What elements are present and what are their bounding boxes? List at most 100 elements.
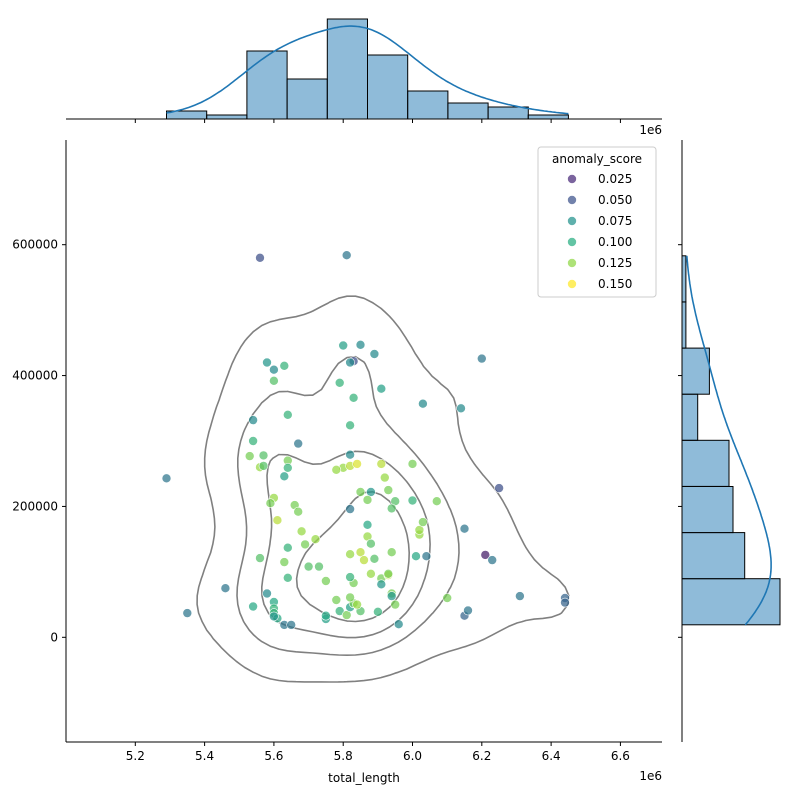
scatter-point [248, 415, 258, 425]
scatter-point [341, 250, 352, 260]
right-histogram-bar [681, 532, 746, 580]
right-kde-curve [686, 255, 772, 626]
right-marginal-ticks [678, 244, 682, 638]
scatter-point [279, 360, 290, 371]
scatter-point [258, 450, 269, 461]
scatter-point [373, 606, 383, 617]
x-axis-offset-label: 1e6 [639, 769, 662, 783]
scatter-point [366, 487, 376, 497]
scatter-point [282, 462, 293, 473]
scatter-point [414, 525, 425, 535]
y-tick-label: 0 [50, 630, 58, 644]
scatter-point [269, 364, 279, 375]
scatter-point [494, 483, 504, 493]
scatter-point [269, 375, 279, 386]
x-tick-label: 6.2 [472, 749, 491, 763]
scatter-point [476, 353, 487, 364]
scatter-point [376, 579, 387, 590]
right-histogram-bar [681, 393, 699, 441]
scatter-point [369, 349, 380, 359]
scatter-point [345, 549, 355, 560]
scatter-point [345, 592, 355, 603]
legend-label: 0.050 [598, 193, 632, 207]
y-tick-label: 400000 [12, 369, 58, 383]
scatter-point [293, 506, 304, 517]
scatter-point [407, 495, 418, 506]
right-histogram-bar [681, 347, 710, 395]
scatter-point [255, 252, 265, 263]
scatter-point [321, 576, 331, 586]
scatter-point [383, 485, 394, 495]
legend-marker [567, 237, 577, 247]
scatter-point [258, 461, 269, 471]
scatter-point [362, 495, 373, 505]
scatter-point [182, 608, 193, 618]
legend-marker [567, 279, 577, 289]
right-histogram-bar [681, 486, 734, 534]
scatter-point [442, 593, 453, 603]
scatter-point [262, 357, 272, 368]
top-histogram-bar [447, 102, 489, 120]
top-marginal-histogram [166, 18, 569, 120]
legend-label: 0.150 [598, 277, 632, 291]
legend-label: 0.100 [598, 235, 632, 249]
scatter-point [279, 557, 290, 567]
scatter-point [303, 561, 314, 572]
scatter-point [379, 472, 390, 483]
legend-marker [567, 195, 577, 205]
y-tick-label: 600000 [12, 238, 58, 252]
scatter-point [244, 451, 255, 461]
scatter-point [393, 619, 404, 630]
legend-marker [567, 174, 577, 184]
scatter-point [386, 591, 397, 601]
x-tick-label: 6.4 [542, 749, 561, 763]
scatter-point [161, 473, 172, 484]
kde-contour-level-1 [196, 295, 570, 683]
top-histogram-bar [407, 90, 449, 120]
x-tick-label: 5.2 [126, 749, 145, 763]
scatter-point [345, 357, 355, 368]
scatter-point [331, 464, 342, 475]
scatter-point [355, 547, 366, 558]
top-histogram-bar [487, 106, 529, 120]
top-histogram-bar [206, 114, 248, 120]
scatter-point [248, 436, 258, 446]
scatter-point [421, 551, 432, 562]
scatter-point [286, 620, 297, 630]
scatter-point [459, 523, 470, 534]
scatter-point [345, 449, 355, 460]
scatter-point [310, 534, 321, 545]
scatter-point [418, 517, 428, 527]
top-histogram-bar [367, 54, 409, 120]
scatter-point [369, 553, 380, 564]
scatter-point [355, 487, 366, 497]
scatter-point [331, 595, 342, 605]
y-tick-label: 200000 [12, 499, 58, 513]
legend-label: 0.075 [598, 214, 632, 228]
top-marginal-offset-label: 1e6 [639, 123, 662, 137]
x-tick-label: 5.4 [195, 749, 214, 763]
y-axis-ticks: 0 200000 400000 600000 [12, 238, 66, 644]
scatter-point [352, 599, 362, 610]
scatter-point [345, 572, 355, 582]
legend-title: anomaly_score [552, 152, 642, 166]
top-histogram-bar [246, 50, 288, 120]
scatter-point [376, 383, 387, 394]
scatter-point [300, 539, 310, 550]
x-tick-label: 5.8 [334, 749, 353, 763]
scatter-point [560, 597, 570, 608]
top-kde-curve [166, 25, 569, 115]
scatter-point [272, 515, 283, 526]
scatter-point [345, 504, 355, 514]
x-axis-label: total_length [328, 771, 400, 785]
x-axis-ticks: 5.2 5.4 5.6 5.8 6.0 6.2 6.4 6.6 [126, 742, 630, 763]
legend-marker [567, 216, 577, 226]
top-marginal-ticks [134, 119, 621, 123]
right-marginal-histogram [681, 255, 781, 626]
scatter-point [487, 555, 498, 565]
joint-plot-area: 5.2 5.4 5.6 5.8 6.0 6.2 6.4 6.6 0 200000 400000 60… [12, 140, 662, 785]
legend-label: 0.025 [598, 172, 632, 186]
scatter-point [220, 583, 231, 594]
x-tick-label: 6.6 [611, 749, 630, 763]
